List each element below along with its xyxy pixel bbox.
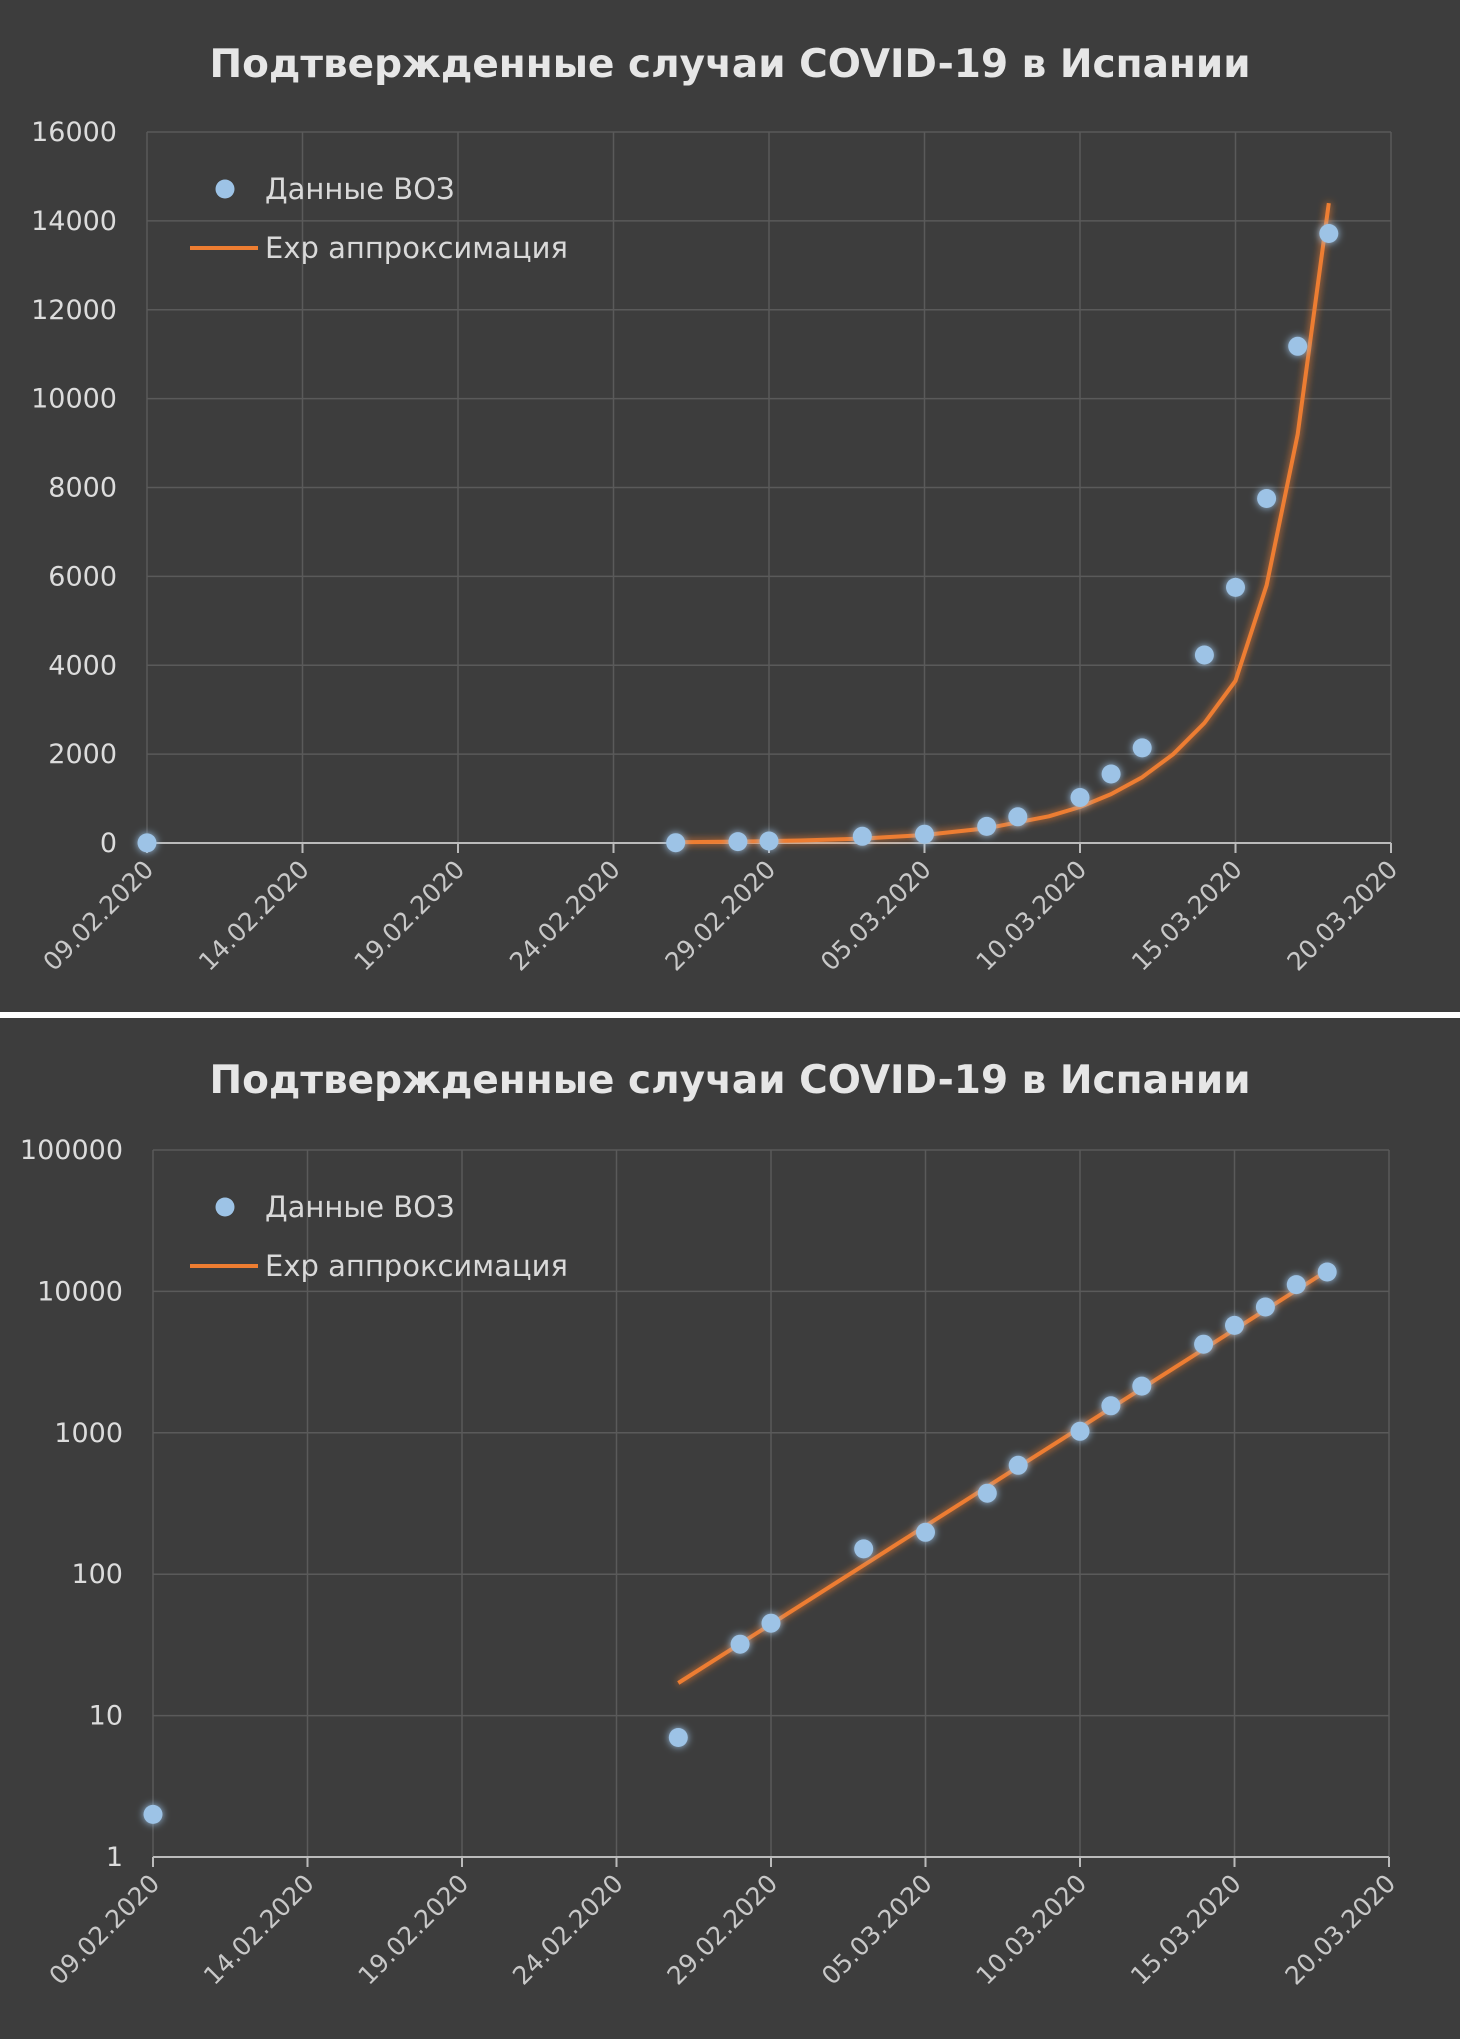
data-point	[1194, 1334, 1214, 1354]
x-tick-label: 20.03.2020	[1280, 1869, 1402, 1991]
data-point	[1319, 224, 1339, 243]
y-tick-label: 2000	[48, 739, 117, 770]
data-point	[852, 826, 872, 846]
legend: Данные ВОЗ Exp аппроксимация	[190, 172, 568, 265]
chart-title: Подтвержденные случаи COVID-19 в Испании	[209, 42, 1250, 87]
x-tick-label: 10.03.2020	[971, 855, 1093, 977]
legend-marker-points	[215, 179, 235, 199]
x-tick-label: 09.02.2020	[38, 855, 160, 977]
x-tick-label: 14.02.2020	[198, 1869, 320, 1991]
y-tick-label: 0	[100, 828, 117, 859]
data-point	[137, 833, 157, 853]
data-point	[728, 832, 748, 852]
data-point	[1225, 1315, 1244, 1335]
x-tick-label: 15.03.2020	[1126, 855, 1248, 977]
legend-label: Exp аппроксимация	[265, 1249, 568, 1283]
x-tick-label: 15.03.2020	[1125, 1869, 1247, 1991]
data-point	[1132, 738, 1152, 758]
x-tick-label: 09.02.2020	[44, 1869, 166, 1991]
y-tick-label: 1000	[54, 1418, 123, 1449]
data-point	[668, 1728, 688, 1747]
x-tick-label: 19.02.2020	[349, 855, 471, 977]
chart-title: Подтвержденные случаи COVID-19 в Испании	[209, 1058, 1250, 1103]
data-point	[1226, 577, 1245, 597]
y-tick-label: 100000	[20, 1135, 123, 1166]
legend-label: Exp аппроксимация	[265, 231, 568, 265]
data-point	[143, 1804, 163, 1824]
y-tick-label: 4000	[48, 650, 117, 681]
x-tick-label: 14.02.2020	[193, 855, 315, 977]
data-point	[915, 824, 934, 844]
data-point	[1101, 1396, 1121, 1416]
data-point	[730, 1634, 750, 1654]
y-tick-label: 16000	[31, 117, 117, 148]
y-tick-label: 100	[71, 1559, 123, 1590]
linear-scale-chart: Подтвержденные случаи COVID-19 в Испании…	[31, 42, 1404, 977]
data-point	[1194, 645, 1214, 665]
data-point	[977, 1483, 997, 1503]
data-point	[1317, 1262, 1337, 1282]
data-point	[977, 816, 997, 836]
series-line-exp-fit	[675, 202, 1331, 845]
data-point	[1008, 1455, 1028, 1475]
data-point	[761, 1613, 781, 1633]
data-point	[1101, 764, 1121, 784]
y-tick-label: 8000	[48, 473, 117, 504]
x-tick-label: 29.02.2020	[660, 855, 782, 977]
x-tick-label: 05.03.2020	[815, 855, 937, 977]
data-point	[1257, 489, 1277, 508]
y-tick-label: 1	[106, 1842, 123, 1873]
data-point	[1008, 807, 1028, 827]
x-tick-label: 29.02.2020	[662, 1869, 784, 1991]
data-point	[1288, 336, 1308, 356]
x-tick-label: 20.03.2020	[1282, 855, 1404, 977]
legend-label: Данные ВОЗ	[265, 172, 455, 206]
data-point	[1070, 788, 1090, 807]
data-point	[854, 1539, 874, 1559]
legend-label: Данные ВОЗ	[265, 1190, 455, 1224]
data-point	[916, 1522, 935, 1542]
chart-panel-linear: Подтвержденные случаи COVID-19 в Испании…	[0, 0, 1460, 1012]
y-tick-label: 10000	[37, 1276, 123, 1307]
x-tick-label: 10.03.2020	[971, 1869, 1093, 1991]
x-tick-label: 05.03.2020	[816, 1869, 938, 1991]
x-tick-label: 24.02.2020	[504, 855, 626, 977]
data-point	[1255, 1297, 1275, 1317]
chart-panel-log: Подтвержденные случаи COVID-19 в Испании…	[0, 1018, 1460, 2039]
log-scale-chart: Подтвержденные случаи COVID-19 в Испании…	[20, 1058, 1402, 1991]
data-point	[1132, 1376, 1152, 1396]
legend: Данные ВОЗ Exp аппроксимация	[190, 1190, 568, 1283]
y-tick-label: 10000	[31, 384, 117, 415]
x-tick-label: 19.02.2020	[353, 1869, 475, 1991]
y-tick-label: 10	[89, 1701, 123, 1732]
y-tick-label: 14000	[31, 206, 117, 237]
series-line-exp-fit	[677, 1269, 1329, 1685]
data-point	[759, 831, 779, 851]
y-tick-label: 12000	[31, 295, 117, 326]
x-tick-label: 24.02.2020	[507, 1869, 629, 1991]
legend-marker-points	[215, 1197, 235, 1217]
y-tick-label: 6000	[48, 561, 117, 592]
data-point	[1286, 1275, 1306, 1295]
data-point	[1070, 1421, 1090, 1441]
data-point	[666, 833, 686, 853]
